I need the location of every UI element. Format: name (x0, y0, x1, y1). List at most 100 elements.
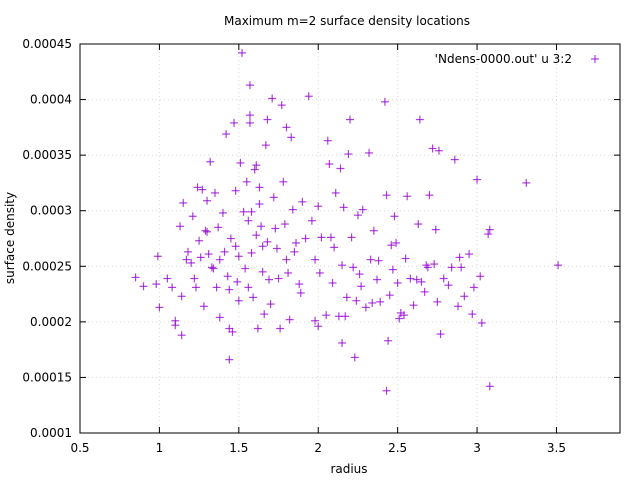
data-point (369, 226, 378, 235)
data-point (265, 275, 273, 284)
data-point (277, 101, 286, 110)
data-point (314, 202, 323, 211)
data-point (355, 270, 364, 279)
data-point (209, 264, 218, 273)
data-point (234, 252, 243, 261)
data-point (460, 292, 469, 301)
y-tick-label: 0.0004 (30, 93, 72, 107)
data-point (212, 283, 221, 292)
data-point (468, 310, 477, 319)
data-point (252, 231, 261, 240)
data-point (412, 275, 421, 284)
data-point (226, 234, 235, 243)
data-point (417, 277, 426, 286)
data-point (244, 283, 253, 292)
data-point (131, 273, 140, 282)
y-tick-label: 0.00025 (22, 259, 72, 273)
data-point (436, 330, 445, 339)
data-point (225, 355, 234, 364)
data-point (485, 382, 494, 391)
data-point (153, 252, 162, 261)
data-point (220, 247, 229, 256)
chart-title: Maximum m=2 surface density locations (224, 14, 470, 28)
data-point (322, 311, 331, 320)
data-point (249, 293, 258, 302)
data-point (368, 298, 377, 307)
data-point (279, 177, 288, 186)
data-point (403, 192, 412, 201)
x-tick-label: 2 (314, 441, 322, 455)
data-point (177, 292, 186, 301)
data-point (176, 222, 185, 231)
plot-frame (79, 43, 621, 434)
data-point (203, 196, 212, 205)
data-point (152, 280, 161, 289)
data-point (188, 212, 197, 221)
data-point (353, 211, 362, 220)
y-tick-label: 0.00035 (22, 148, 72, 162)
data-point (258, 267, 267, 276)
data-point (215, 313, 224, 322)
data-point (328, 278, 337, 287)
y-tick-label: 0.00045 (22, 37, 72, 51)
data-point (336, 164, 345, 173)
data-point (190, 274, 199, 283)
data-point (469, 283, 478, 292)
data-point (155, 303, 164, 312)
data-point (274, 274, 283, 283)
data-point (285, 315, 294, 324)
data-point (428, 144, 437, 153)
data-point (241, 264, 250, 273)
data-point (290, 247, 299, 256)
data-point (323, 136, 332, 145)
data-point (282, 123, 291, 132)
data-point (447, 263, 456, 272)
data-point (476, 272, 485, 281)
y-axis-ticks: 0.0001 0.00015 0.0002 0.00025 0.0003 0.00035 0… (22, 37, 620, 440)
data-point (195, 236, 204, 245)
data-point (230, 118, 239, 127)
data-point (352, 296, 361, 305)
data-point (304, 92, 313, 101)
data-point (284, 268, 293, 277)
y-tick-label: 0.0003 (30, 204, 72, 218)
data-point (247, 248, 256, 257)
data-point (214, 223, 223, 232)
data-point (341, 312, 350, 321)
data-point (431, 225, 440, 234)
data-point (444, 281, 453, 290)
data-point (218, 208, 227, 217)
data-point (198, 185, 207, 194)
data-point (250, 165, 259, 174)
data-point (199, 302, 208, 311)
data-point (295, 280, 304, 289)
data-point (455, 253, 464, 262)
data-point (247, 207, 256, 216)
data-point (392, 238, 401, 247)
y-tick-label: 0.00015 (22, 370, 72, 384)
data-point (211, 188, 219, 197)
data-point (361, 303, 370, 312)
data-point (272, 244, 281, 253)
data-point (387, 241, 396, 250)
data-point (233, 277, 242, 286)
data-point (282, 255, 291, 264)
data-point (484, 230, 493, 239)
data-point (414, 220, 423, 229)
data-point (326, 233, 335, 242)
data-point (276, 324, 285, 333)
data-point (242, 177, 251, 186)
data-point (177, 331, 186, 340)
data-point (380, 97, 389, 106)
data-point (434, 146, 443, 155)
data-point (406, 274, 415, 283)
data-point (257, 222, 266, 231)
data-point (163, 274, 172, 283)
data-point (385, 291, 394, 300)
data-point (255, 200, 264, 209)
data-point (184, 247, 192, 256)
x-tick-label: 1.5 (229, 441, 248, 455)
data-point (330, 243, 339, 252)
legend: 'Ndens-0000.out' u 3:2 (435, 52, 599, 66)
